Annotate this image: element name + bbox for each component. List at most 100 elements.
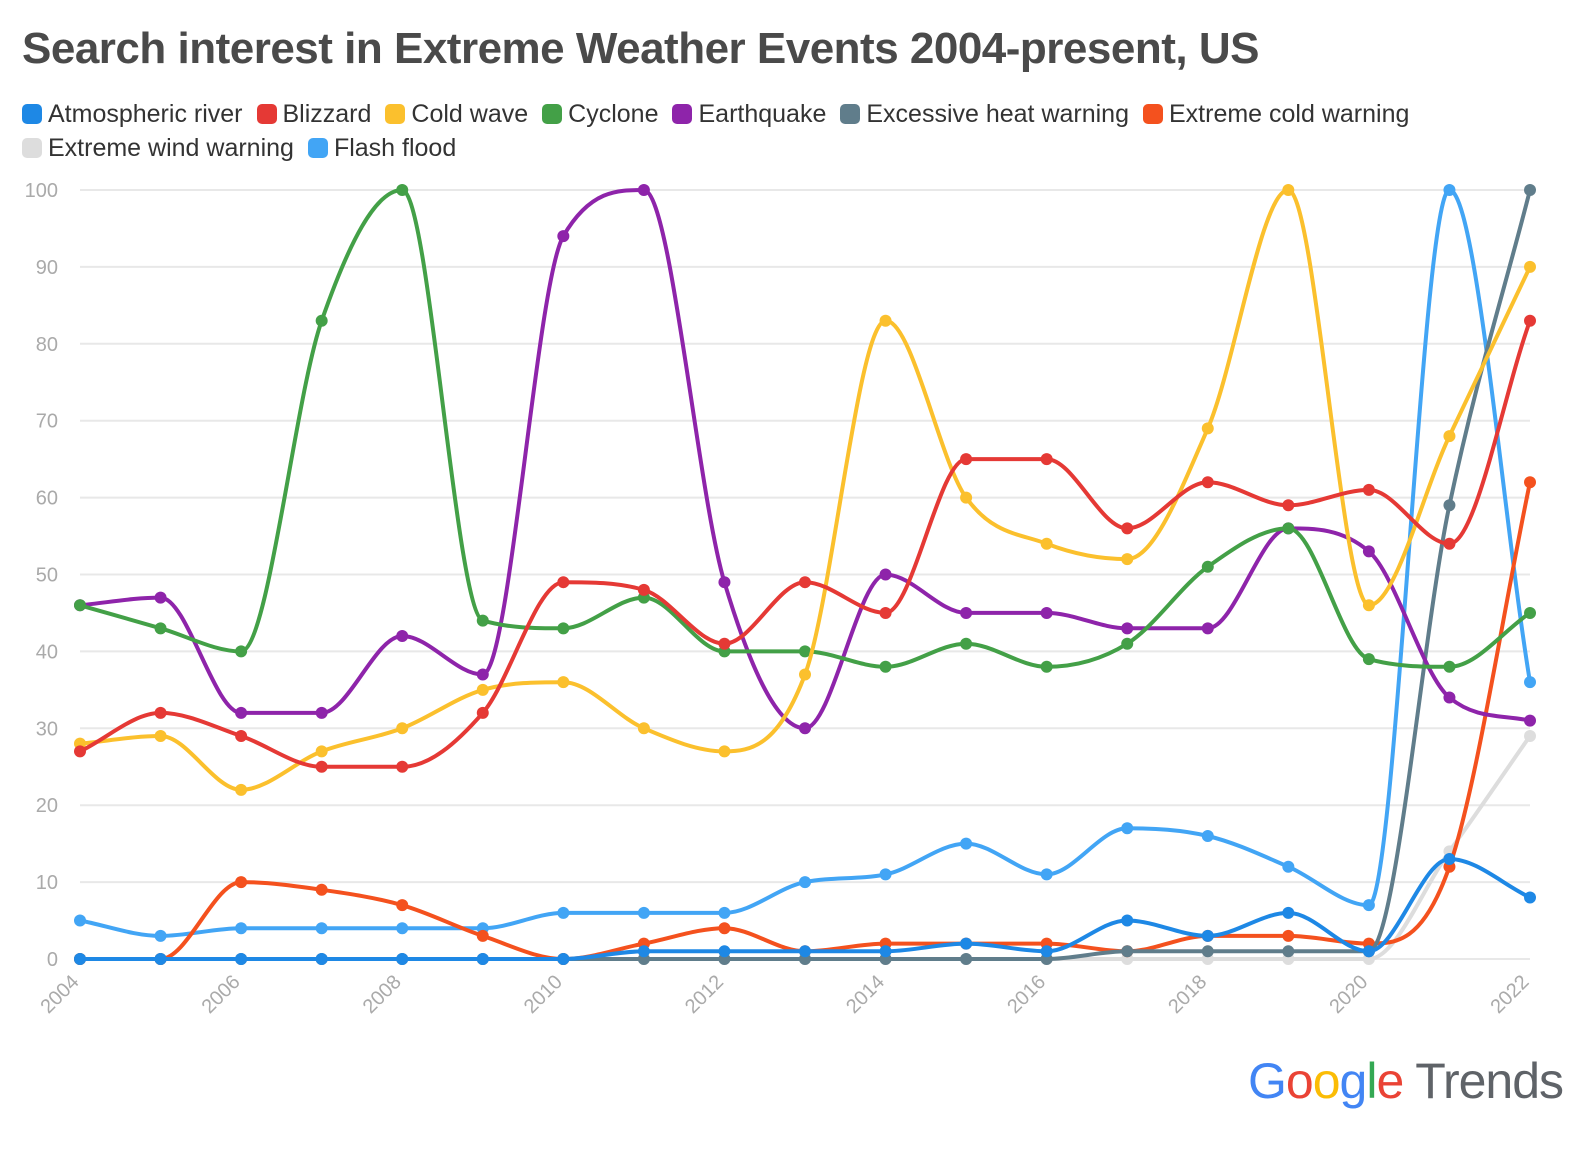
data-point xyxy=(799,945,811,958)
series-line-earthquake xyxy=(78,188,1532,731)
data-point xyxy=(154,591,167,604)
data-point xyxy=(1362,653,1375,666)
data-point xyxy=(1443,184,1456,196)
series-line-blizzard xyxy=(78,318,1532,769)
data-point xyxy=(557,622,570,635)
data-point xyxy=(1121,522,1134,535)
data-point xyxy=(960,491,973,504)
legend-item-earthquake: Earthquake xyxy=(672,100,826,128)
data-point xyxy=(960,606,973,619)
data-point xyxy=(1201,929,1214,942)
data-point xyxy=(154,622,167,635)
data-point xyxy=(1282,184,1295,196)
series-cold-wave xyxy=(74,184,1536,796)
data-point xyxy=(557,953,570,965)
data-point xyxy=(1443,691,1456,704)
data-point xyxy=(1282,906,1295,919)
data-point xyxy=(1524,676,1536,689)
line-chart: 0 10 20 30 40 50 60 70 80 90 100 2004 2006 2008 2010 20… xyxy=(25,180,1536,1018)
legend-label: Atmospheric river xyxy=(48,99,243,128)
data-point xyxy=(396,899,409,912)
legend-label: Flash flood xyxy=(333,133,457,162)
legend-item-blizzard: Blizzard xyxy=(256,99,372,128)
data-point xyxy=(235,645,248,658)
data-point xyxy=(1121,637,1134,650)
data-point xyxy=(476,614,489,627)
series-atmospheric-river xyxy=(74,853,1536,965)
chart-legend: Atmospheric river Blizzard Cold wave Cyclon… xyxy=(22,100,1562,162)
y-tick-label: 10 xyxy=(36,872,58,894)
logo-letter: o xyxy=(1285,1053,1314,1109)
data-point xyxy=(1201,945,1214,958)
data-point xyxy=(235,783,248,796)
data-point xyxy=(1362,545,1375,558)
data-point xyxy=(799,645,811,658)
data-point xyxy=(1443,537,1456,550)
legend-label: Blizzard xyxy=(282,99,372,128)
data-point xyxy=(476,683,489,696)
data-point xyxy=(1040,606,1053,619)
chart-title: Search interest in Extreme Weather Event… xyxy=(22,24,1259,73)
legend-swatch-blizzard xyxy=(256,104,277,124)
data-point xyxy=(235,729,248,742)
data-point xyxy=(235,876,248,889)
data-point xyxy=(1121,553,1134,566)
data-point xyxy=(235,953,248,965)
series-flash-flood xyxy=(74,184,1536,942)
legend-item-atmospheric-river: Atmospheric river xyxy=(22,100,243,128)
data-point xyxy=(718,945,731,958)
legend-swatch-excessive-heat-warning xyxy=(840,104,861,124)
data-point xyxy=(557,230,570,243)
data-point xyxy=(1362,899,1375,912)
series-line-atmospheric-river xyxy=(78,857,1532,962)
data-point xyxy=(1040,945,1053,958)
data-point xyxy=(315,745,328,758)
x-tick-label: 2004 xyxy=(37,971,84,1018)
data-point xyxy=(1524,184,1536,196)
series-line-flash-flood xyxy=(78,188,1532,938)
data-point xyxy=(960,837,973,850)
data-point xyxy=(1443,853,1456,866)
data-point xyxy=(315,706,328,719)
data-point xyxy=(637,583,650,596)
logo-trends-text: Trends xyxy=(1415,1053,1564,1109)
data-point xyxy=(1282,945,1295,958)
x-tick-label: 2010 xyxy=(520,971,567,1018)
legend-label: Earthquake xyxy=(698,99,827,128)
data-point xyxy=(1282,499,1295,512)
data-point xyxy=(718,922,731,935)
y-tick-label: 20 xyxy=(36,795,58,817)
series-line-cyclone xyxy=(78,188,1532,669)
data-point xyxy=(1524,714,1536,727)
data-point xyxy=(1040,453,1053,466)
y-tick-label: 100 xyxy=(25,180,58,202)
x-tick-label: 2006 xyxy=(198,971,245,1018)
x-tick-label: 2016 xyxy=(1003,971,1050,1018)
data-point xyxy=(1040,660,1053,673)
data-point xyxy=(718,745,731,758)
x-tick-label: 2014 xyxy=(842,971,889,1018)
data-point xyxy=(637,945,650,958)
data-point xyxy=(557,906,570,919)
data-point xyxy=(476,706,489,719)
data-point xyxy=(154,929,167,942)
data-point xyxy=(315,922,328,935)
legend-item-extreme-wind-warning: Extreme wind warning xyxy=(22,134,294,162)
data-point xyxy=(74,914,86,927)
data-point xyxy=(396,922,409,935)
data-point xyxy=(879,314,892,327)
data-point xyxy=(1201,422,1214,435)
x-tick-label: 2018 xyxy=(1164,971,1211,1018)
data-point xyxy=(557,676,570,689)
legend-swatch-extreme-wind-warning xyxy=(22,138,42,158)
series-line-extreme-wind-warning xyxy=(78,734,1532,962)
data-point xyxy=(879,606,892,619)
legend-swatch-cyclone xyxy=(542,104,563,124)
x-tick-label: 2020 xyxy=(1325,971,1372,1018)
data-point xyxy=(718,576,731,589)
data-point xyxy=(879,945,892,958)
x-tick-label: 2008 xyxy=(359,971,406,1018)
legend-item-cyclone: Cyclone xyxy=(542,100,658,128)
legend-label: Extreme cold warning xyxy=(1169,99,1410,128)
y-tick-label: 50 xyxy=(36,565,58,587)
